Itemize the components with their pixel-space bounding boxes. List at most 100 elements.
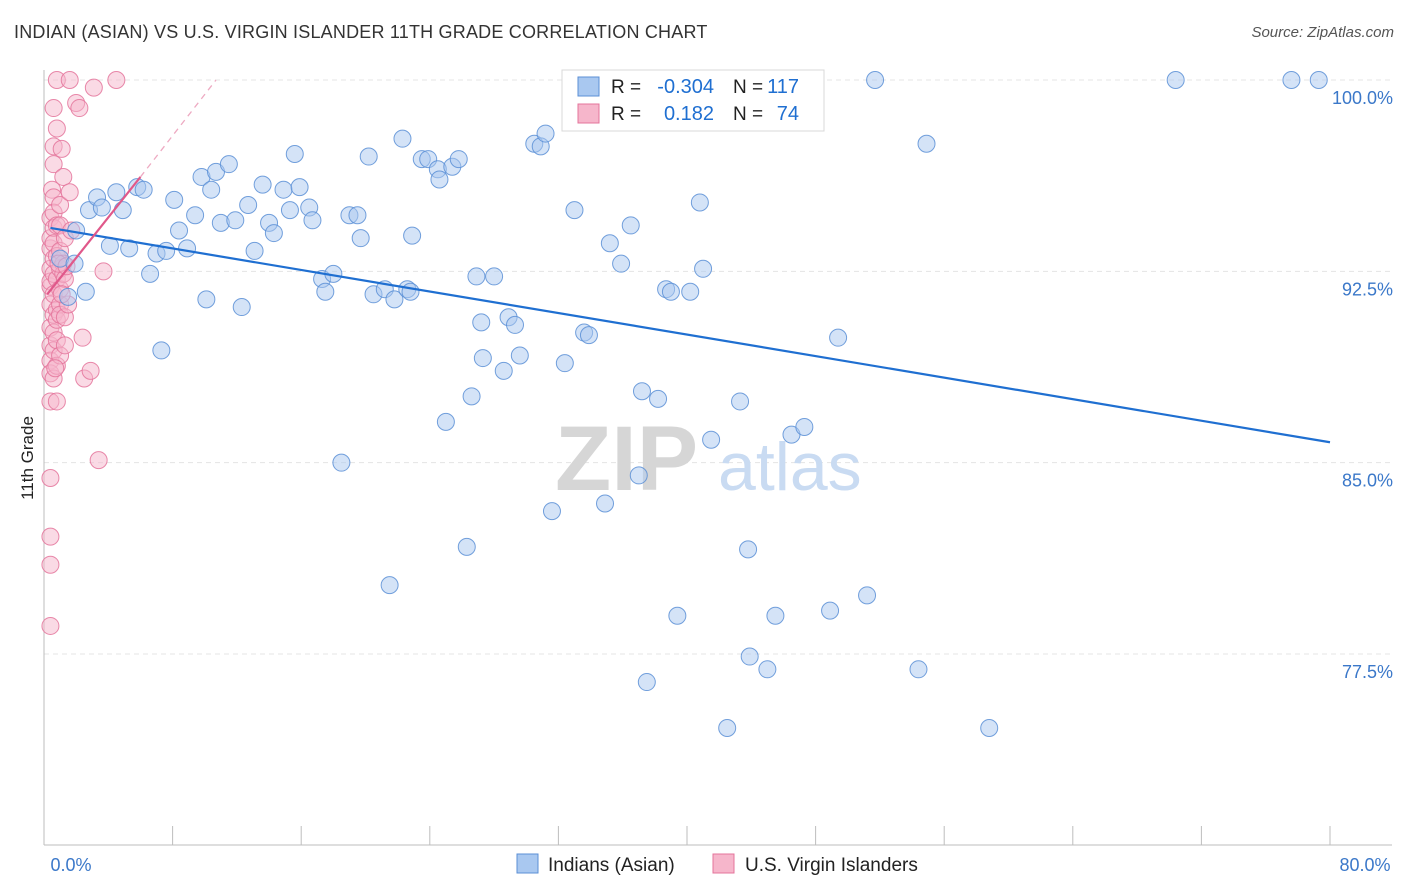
- point-indians: [795, 417, 814, 436]
- point-indians: [449, 150, 468, 169]
- point-indians: [917, 134, 936, 153]
- point-indians: [1282, 71, 1301, 89]
- point-virgin-islanders: [44, 155, 63, 174]
- point-indians: [170, 221, 189, 240]
- point-indians: [555, 354, 574, 373]
- point-indians: [472, 313, 491, 332]
- point-indians: [351, 229, 370, 248]
- point-indians: [107, 183, 126, 202]
- point-indians: [157, 241, 176, 260]
- point-indians: [621, 216, 640, 235]
- point-indians: [280, 201, 299, 220]
- point-virgin-islanders: [70, 99, 89, 118]
- point-virgin-islanders: [89, 451, 108, 470]
- y-axis-label: 11th Grade: [18, 416, 37, 500]
- point-indians: [473, 349, 492, 368]
- gridlines: [44, 79, 1392, 655]
- trend-line-indians: [50, 226, 1331, 444]
- point-virgin-islanders: [52, 139, 71, 158]
- point-indians: [505, 315, 524, 334]
- point-indians: [178, 239, 197, 258]
- point-indians: [758, 660, 777, 679]
- point-indians: [141, 264, 160, 283]
- legend: Indians (Asian) U.S. Virgin Islanders: [516, 853, 918, 876]
- point-indians: [565, 201, 584, 220]
- point-indians: [821, 601, 840, 620]
- point-indians: [403, 226, 422, 245]
- point-virgin-islanders: [94, 262, 113, 281]
- point-indians: [359, 147, 378, 166]
- stats-swatch-blue: [577, 76, 600, 97]
- trend-line-virgin-islanders-extrapolated: [139, 79, 217, 178]
- point-indians: [303, 211, 322, 230]
- point-virgin-islanders: [84, 78, 103, 97]
- trend-line-virgin-islanders: [46, 176, 142, 295]
- point-indians: [65, 254, 84, 273]
- y-tick-label: 77.5%: [1342, 662, 1393, 682]
- y-tick-labels: 100.0% 92.5% 85.0% 77.5%: [1332, 88, 1393, 682]
- point-indians: [285, 144, 304, 163]
- axes: [43, 70, 1392, 846]
- point-indians: [600, 234, 619, 253]
- stats-r-label-1: R =: [611, 77, 641, 98]
- point-indians: [649, 389, 668, 408]
- watermark: ZIP atlas: [555, 408, 862, 510]
- indians-points: [51, 71, 1328, 737]
- point-indians: [393, 129, 412, 148]
- point-indians: [76, 282, 95, 301]
- point-indians: [59, 287, 78, 306]
- point-indians: [113, 201, 132, 220]
- x-tick-label-min: 0.0%: [50, 855, 91, 875]
- y-tick-label: 85.0%: [1342, 471, 1393, 491]
- point-virgin-islanders: [73, 328, 92, 347]
- point-indians: [186, 206, 205, 225]
- stats-n-value-1: 117: [767, 76, 799, 98]
- point-indians: [739, 540, 758, 559]
- point-indians: [401, 282, 420, 301]
- point-virgin-islanders: [60, 183, 79, 202]
- point-indians: [134, 180, 153, 199]
- point-indians: [510, 346, 529, 365]
- point-virgin-islanders: [54, 167, 73, 186]
- point-indians: [332, 453, 351, 472]
- stats-r-value-1: -0.304: [657, 76, 714, 98]
- point-indians: [632, 382, 651, 401]
- point-indians: [239, 196, 258, 215]
- legend-swatch-indians: [516, 853, 539, 874]
- point-indians: [385, 290, 404, 309]
- point-virgin-islanders: [44, 99, 63, 118]
- point-indians: [980, 718, 999, 737]
- point-indians: [467, 267, 486, 286]
- chart-source: Source: ZipAtlas.com: [1251, 24, 1394, 41]
- point-indians: [485, 267, 504, 286]
- point-virgin-islanders: [41, 468, 60, 487]
- x-tick-label-max: 80.0%: [1339, 855, 1390, 875]
- point-indians: [274, 180, 293, 199]
- point-indians: [462, 387, 481, 406]
- point-indians: [92, 198, 111, 217]
- point-virgin-islanders: [55, 336, 74, 355]
- point-indians: [637, 673, 656, 692]
- point-indians: [152, 341, 171, 360]
- stats-r-value-2: 0.182: [664, 103, 714, 125]
- point-virgin-islanders: [47, 119, 66, 138]
- point-indians: [702, 430, 721, 449]
- point-indians: [316, 282, 335, 301]
- point-indians: [436, 412, 455, 431]
- point-virgin-islanders: [107, 71, 126, 89]
- point-indians: [694, 259, 713, 278]
- point-virgin-islanders: [46, 359, 65, 378]
- point-indians: [829, 328, 848, 347]
- point-indians: [536, 124, 555, 143]
- point-indians: [629, 466, 648, 485]
- point-indians: [380, 576, 399, 595]
- stats-box: R = -0.304 N = 117 R = 0.182 N = 74: [561, 69, 825, 132]
- point-indians: [197, 290, 216, 309]
- point-virgin-islanders: [81, 361, 100, 380]
- stats-swatch-pink: [577, 103, 600, 124]
- point-indians: [766, 606, 785, 625]
- point-indians: [457, 537, 476, 556]
- point-indians: [219, 155, 238, 174]
